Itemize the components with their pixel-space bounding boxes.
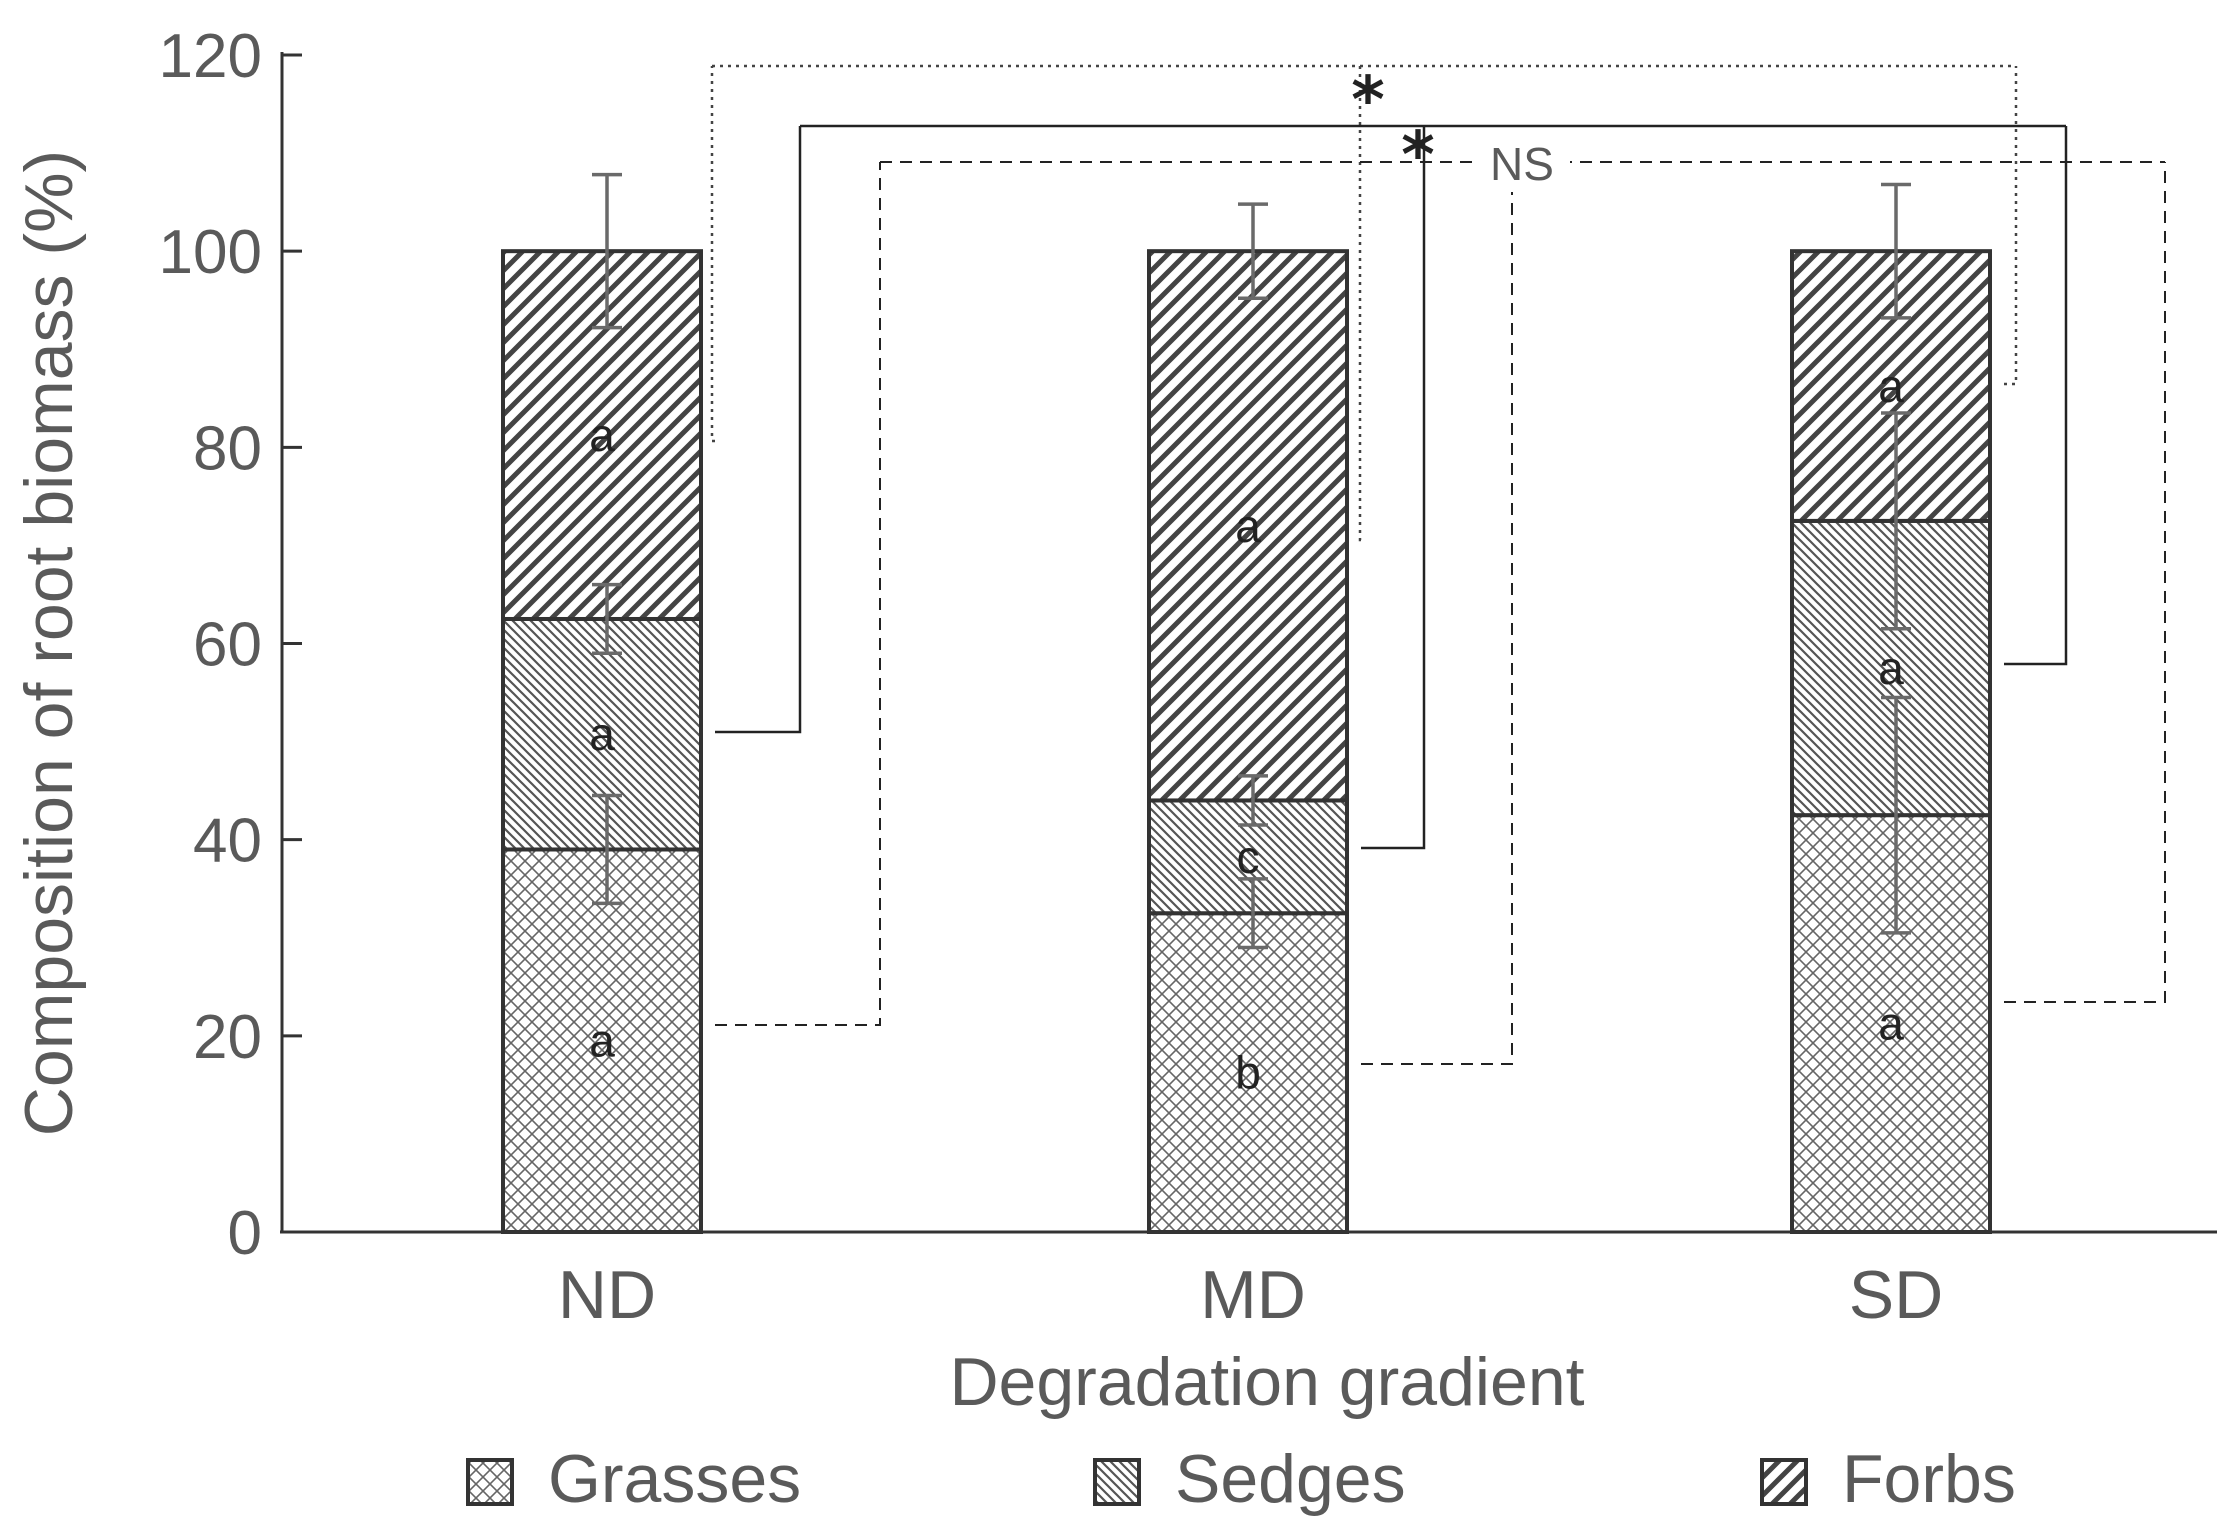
legend-label-sedges: Sedges <box>1175 1441 1406 1517</box>
bracket-forbs <box>710 64 2018 542</box>
bar-sd-sedges <box>1790 518 1992 818</box>
y-tick-label-80: 80 <box>193 414 262 483</box>
bracket-label-bg-grasses <box>1474 140 1570 192</box>
bar-nd-sedges <box>501 616 703 852</box>
letter-md-forbs: a <box>1235 500 1261 552</box>
letter-nd-grasses: a <box>589 1015 615 1067</box>
letter-nd-forbs: a <box>589 409 615 461</box>
y-tick-label-0: 0 <box>228 1199 262 1268</box>
letter-sd-grasses: a <box>1878 998 1904 1050</box>
y-tick-label-120: 120 <box>159 22 262 91</box>
bracket-grasses <box>715 161 2166 1065</box>
bar-nd-forbs <box>501 249 703 621</box>
bars <box>501 249 1992 1235</box>
bracket-label-sedges: * <box>1401 119 1434 193</box>
legend-swatch-forbs <box>1760 1458 1808 1506</box>
bar-sd-forbs <box>1790 249 1992 523</box>
y-tick-label-20: 20 <box>193 1003 262 1072</box>
y-tick-label-100: 100 <box>159 218 262 287</box>
error-bars <box>592 172 1911 950</box>
bracket-sedges <box>715 124 2068 850</box>
x-tick-label-nd: ND <box>558 1257 656 1333</box>
y-tick-label-60: 60 <box>193 611 262 680</box>
y-axis-title: Composition of root biomass (%) <box>11 150 87 1136</box>
legend: Grasses Sedges Forbs <box>466 1441 2016 1517</box>
x-axis-title: Degradation gradient <box>949 1344 1584 1420</box>
legend-label-forbs: Forbs <box>1842 1441 2016 1517</box>
significance-brackets: ** NS <box>710 64 2166 1065</box>
letter-md-grasses: b <box>1235 1047 1261 1099</box>
bar-md-forbs <box>1147 249 1349 803</box>
letter-nd-sedges: a <box>589 708 615 760</box>
x-tick-label-md: MD <box>1200 1257 1306 1333</box>
bar-md-sedges <box>1147 798 1349 916</box>
x-tick-labels: ND MD SD <box>558 1257 1943 1333</box>
letter-md-sedges: c <box>1237 831 1260 883</box>
letter-sd-sedges: a <box>1878 642 1904 694</box>
legend-swatch-grasses <box>466 1458 514 1506</box>
y-tick-label-40: 40 <box>193 807 262 876</box>
legend-swatch-sedges <box>1093 1458 1141 1506</box>
letter-sd-forbs: a <box>1878 360 1904 412</box>
x-tick-label-sd: SD <box>1849 1257 1943 1333</box>
bar-md-grasses <box>1147 911 1349 1235</box>
y-ticks: 0 20 40 60 80 100 120 <box>159 22 302 1268</box>
bracket-label-grasses: NS <box>1490 138 1554 190</box>
significance-letters: a a a b c a a a a <box>589 360 1904 1099</box>
legend-label-grasses: Grasses <box>548 1441 801 1517</box>
